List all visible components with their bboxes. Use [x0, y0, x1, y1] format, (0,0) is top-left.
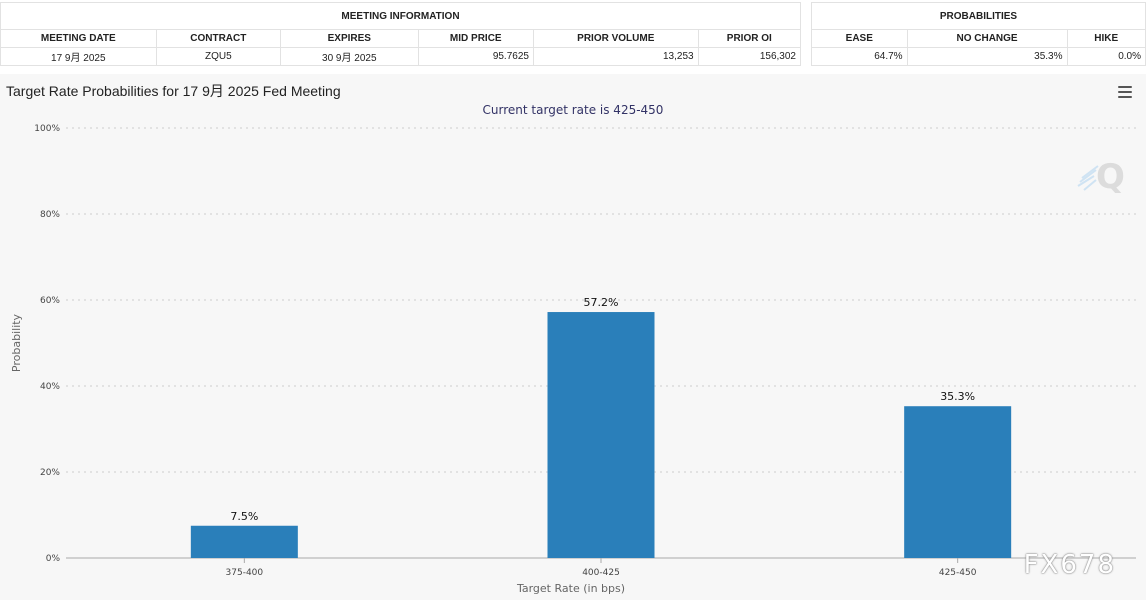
col-contract: CONTRACT: [155, 29, 282, 48]
y-tick-label: 60%: [40, 296, 60, 306]
data-label: 7.5%: [230, 510, 258, 523]
bar: [547, 312, 655, 558]
bar: [190, 525, 298, 558]
x-tick-label: 375-400: [226, 568, 264, 578]
col-no-change: NO CHANGE: [906, 29, 1068, 48]
y-tick-label: 0%: [46, 554, 61, 564]
hamburger-menu-icon[interactable]: [1118, 86, 1132, 98]
table-row: 17 9月 2025 ZQU5 30 9月 2025 95.7625 13,25…: [0, 47, 802, 66]
cell-ease: 64.7%: [811, 47, 908, 66]
svg-text:Q: Q: [1096, 157, 1124, 197]
table-row: 64.7% 35.3% 0.0%: [811, 47, 1146, 66]
y-tick-label: 80%: [40, 210, 60, 220]
watermark: FX678: [1023, 550, 1116, 580]
meeting-info-header: MEETING INFORMATION: [0, 2, 801, 30]
x-tick-label: 400-425: [582, 568, 620, 578]
bar-chart: 0% 20% 40% 60% 80% 100% 7.5% 375-400 57.2% 400-42…: [10, 103, 1136, 595]
cell-contract: ZQU5: [155, 47, 282, 66]
col-ease: EASE: [811, 29, 908, 48]
col-hike: HIKE: [1066, 29, 1146, 48]
y-axis-label: Probability: [10, 313, 23, 372]
col-expires: EXPIRES: [280, 29, 419, 48]
chart-subtitle: Current target rate is 425-450: [483, 103, 664, 117]
meeting-info-table: MEETING INFORMATION MEETING DATE CONTRAC…: [0, 2, 802, 66]
col-prior-oi: PRIOR OI: [697, 29, 802, 48]
cell-hike: 0.0%: [1066, 47, 1146, 66]
cell-expires: 30 9月 2025: [280, 47, 419, 66]
cell-prior-volume: 13,253: [532, 47, 699, 66]
y-tick-label: 40%: [40, 382, 60, 392]
cell-prior-oi: 156,302: [697, 47, 802, 66]
probabilities-table: PROBABILITIES EASE NO CHANGE HIKE 64.7% …: [811, 2, 1146, 66]
col-meeting-date: MEETING DATE: [0, 29, 157, 48]
cell-mid-price: 95.7625: [417, 47, 534, 66]
y-tick-label: 100%: [34, 124, 60, 134]
chart-area: 0% 20% 40% 60% 80% 100% 7.5% 375-400 57.2% 400-42…: [0, 74, 1146, 600]
chart-title: Target Rate Probabilities for 17 9月 2025…: [6, 83, 341, 99]
bar: [904, 406, 1012, 558]
cell-meeting-date: 17 9月 2025: [0, 47, 157, 66]
y-tick-label: 20%: [40, 468, 60, 478]
x-axis-label: Target Rate (in bps): [516, 582, 625, 595]
cell-no-change: 35.3%: [906, 47, 1068, 66]
q-logo-icon: Q: [1077, 157, 1124, 197]
data-label: 57.2%: [584, 296, 619, 309]
probabilities-header: PROBABILITIES: [811, 2, 1146, 30]
data-label: 35.3%: [940, 390, 975, 403]
x-tick-label: 425-450: [939, 568, 977, 578]
col-mid-price: MID PRICE: [417, 29, 534, 48]
col-prior-volume: PRIOR VOLUME: [532, 29, 699, 48]
